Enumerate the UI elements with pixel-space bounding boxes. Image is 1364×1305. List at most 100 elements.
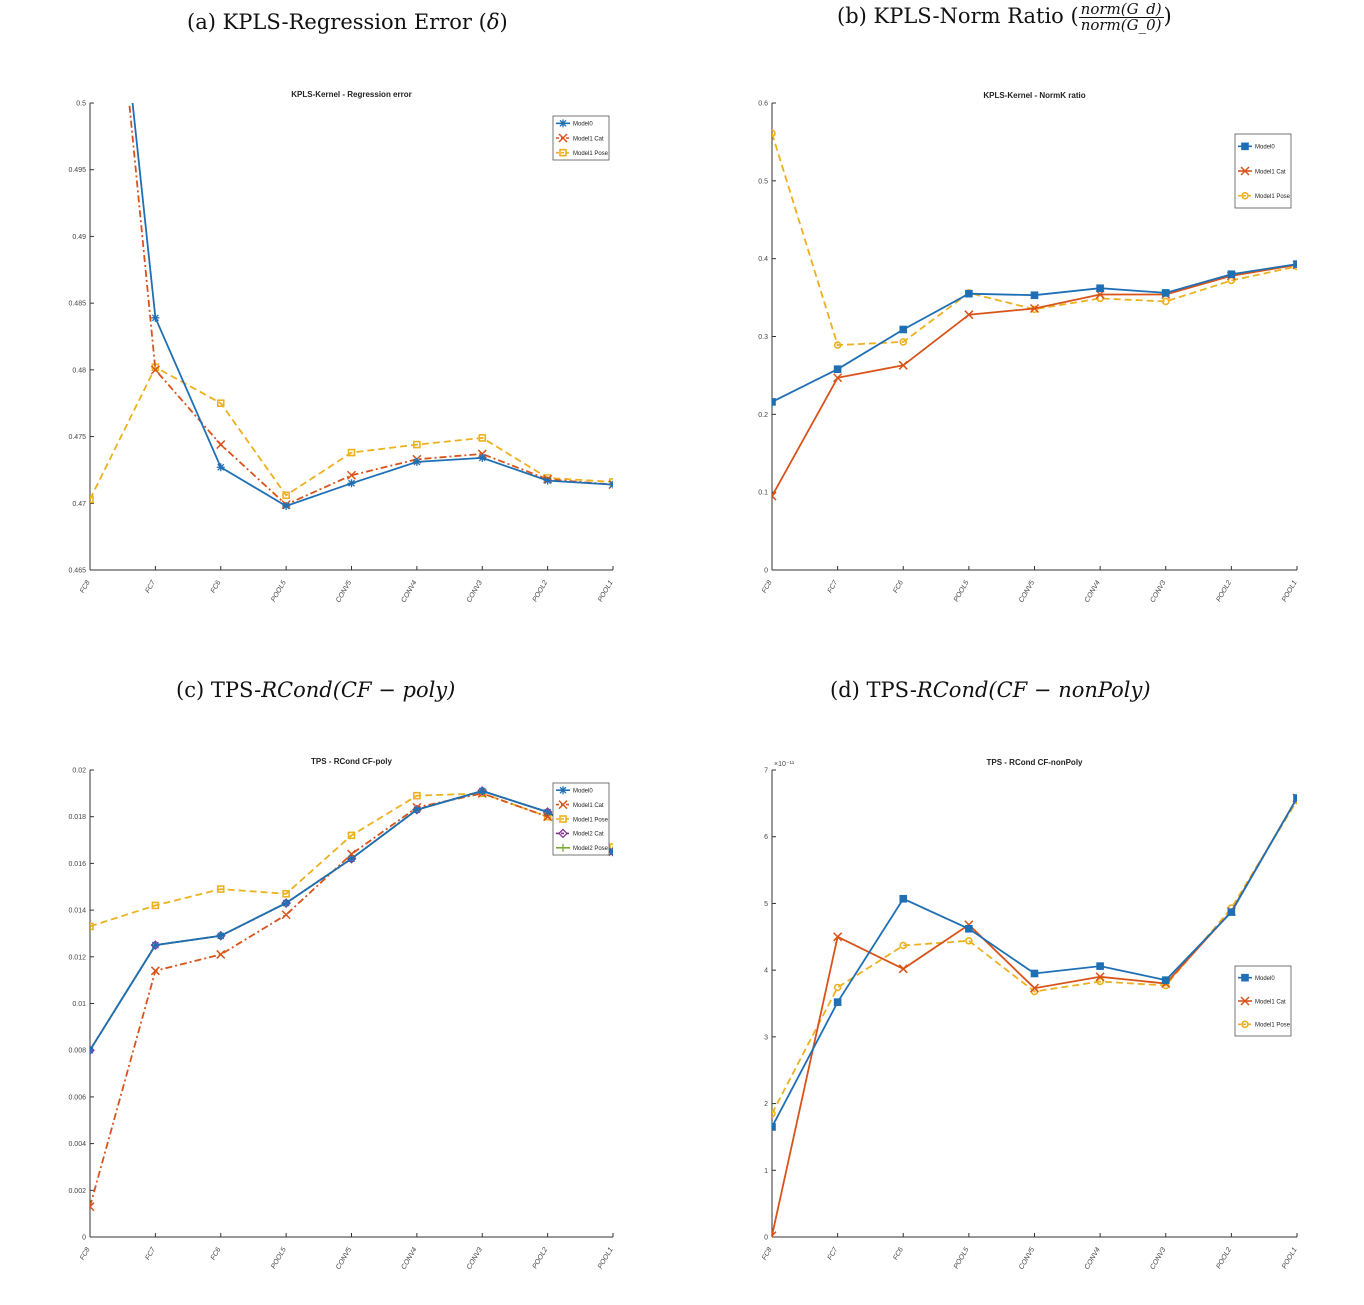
data-point	[965, 936, 973, 945]
data-point	[151, 941, 160, 950]
y-tick-label: 1	[764, 1168, 768, 1175]
y-tick-label: 0.018	[68, 814, 86, 821]
data-point	[772, 491, 777, 501]
x-tick-label: POOL1	[1281, 579, 1299, 603]
caption-b: (b) KPLS-Norm Ratio (norm(G_d) norm(G_0))	[837, 2, 1172, 33]
x-tick-label: POOL2	[1215, 1246, 1233, 1270]
data-point	[772, 1231, 777, 1237]
x-tick-label: FC7	[144, 1246, 157, 1262]
data-point	[478, 787, 487, 796]
series-model1-cat	[90, 788, 613, 1212]
data-point	[899, 338, 908, 346]
y-tick-label: 0.6	[758, 101, 768, 108]
x-tick-label: FC7	[827, 579, 840, 595]
x-tick-label: FC6	[210, 579, 223, 594]
x-tick-label: FC8	[761, 1246, 774, 1261]
x-tick-label: FC8	[79, 579, 92, 594]
x-tick-label: CONV5	[335, 579, 353, 603]
legend-label: Model2 Pose	[573, 846, 609, 852]
series-line	[90, 792, 613, 1207]
data-point	[1095, 972, 1105, 982]
series-model1-cat	[128, 103, 613, 510]
data-point	[1161, 297, 1170, 306]
data-point	[609, 843, 613, 851]
y-tick-label: 5	[764, 901, 768, 908]
legend-marker	[559, 119, 567, 128]
data-point	[282, 501, 291, 510]
series-line	[772, 797, 1297, 1128]
y-tick-label: 0.008	[68, 1048, 86, 1055]
x-tick-label: FC6	[892, 1246, 905, 1261]
y-tick-label: 0.475	[68, 434, 86, 441]
data-point	[478, 434, 487, 442]
data-point	[216, 440, 226, 450]
caption-c-label: (c)	[176, 678, 205, 702]
data-point	[899, 894, 908, 903]
data-point	[151, 901, 160, 910]
data-point	[772, 1109, 776, 1118]
data-point	[347, 479, 356, 488]
data-point	[282, 899, 291, 908]
legend-marker	[559, 148, 567, 157]
data-point	[772, 129, 776, 138]
legend-marker	[1241, 1020, 1249, 1029]
data-point	[412, 805, 421, 814]
y-tick-label: 0.2	[758, 412, 768, 419]
x-tick-label: CONV5	[1018, 1246, 1036, 1270]
x-tick-label: FC7	[144, 579, 157, 595]
series-model2-cat	[90, 786, 613, 1056]
legend-label: Model0	[573, 122, 593, 128]
legend-marker	[1241, 142, 1249, 151]
chart-title: TPS - RCond CF-poly	[311, 757, 392, 766]
series-model1-cat	[772, 793, 1297, 1237]
y-tick-label: 0.012	[68, 954, 86, 961]
data-point	[1096, 962, 1104, 970]
x-tick-label: FC6	[892, 579, 905, 594]
caption-c-expr: RCond(CF − poly)	[261, 678, 456, 702]
legend-marker	[1241, 973, 1249, 982]
caption-c: (c) TPS-RCond(CF − poly)	[176, 678, 455, 702]
chart-a: KPLS-Kernel - Regression error 0.465 0.47 0…	[68, 90, 614, 604]
y-tick-label: 4	[764, 968, 768, 975]
data-point	[1096, 284, 1104, 293]
data-point	[543, 476, 552, 485]
data-point	[347, 831, 356, 840]
legend-label: Model1 Pose	[1255, 1023, 1291, 1029]
legend-label: Model2 Cat	[573, 832, 604, 838]
data-point	[964, 310, 974, 320]
data-point	[216, 399, 225, 408]
y-tick-label: 0.004	[68, 1141, 86, 1148]
caption-b-fraction: norm(G_d) norm(G_0)	[1078, 2, 1164, 33]
series-line	[772, 264, 1297, 497]
legend-marker	[1240, 166, 1250, 176]
caption-d-expr: RCond(CF − nonPoly)	[916, 678, 1151, 702]
data-point	[609, 847, 613, 856]
series-line	[772, 800, 1297, 1115]
data-point	[833, 998, 842, 1006]
data-point	[151, 313, 160, 322]
caption-a: (a) KPLS-Regression Error (δ)	[187, 10, 508, 34]
data-point	[1096, 977, 1104, 986]
data-point	[90, 1046, 94, 1055]
chart-legend: Model0 Model1 Cat Model1 Pose Model2 Cat Mod…	[552, 782, 610, 856]
series-model0	[772, 794, 1297, 1131]
x-tick-label: POOL5	[953, 579, 971, 603]
x-tick-label: FC6	[210, 1246, 223, 1261]
data-point	[1227, 908, 1236, 916]
data-point	[347, 854, 356, 863]
series-line	[772, 133, 1297, 347]
data-point	[216, 931, 225, 940]
data-point	[478, 453, 487, 462]
data-point	[1293, 260, 1297, 268]
series-model0	[772, 260, 1297, 406]
series-model2-pose	[90, 787, 613, 1055]
data-point	[282, 491, 290, 500]
legend-label: Model1 Pose	[573, 151, 609, 157]
y-tick-label: 0.4	[758, 256, 768, 263]
caption-b-text: KPLS-Norm Ratio (	[873, 4, 1079, 28]
data-point	[965, 289, 973, 298]
data-point	[90, 495, 94, 504]
x-tick-label: CONV4	[400, 579, 418, 603]
data-point	[1029, 983, 1040, 993]
series-line	[131, 103, 613, 507]
